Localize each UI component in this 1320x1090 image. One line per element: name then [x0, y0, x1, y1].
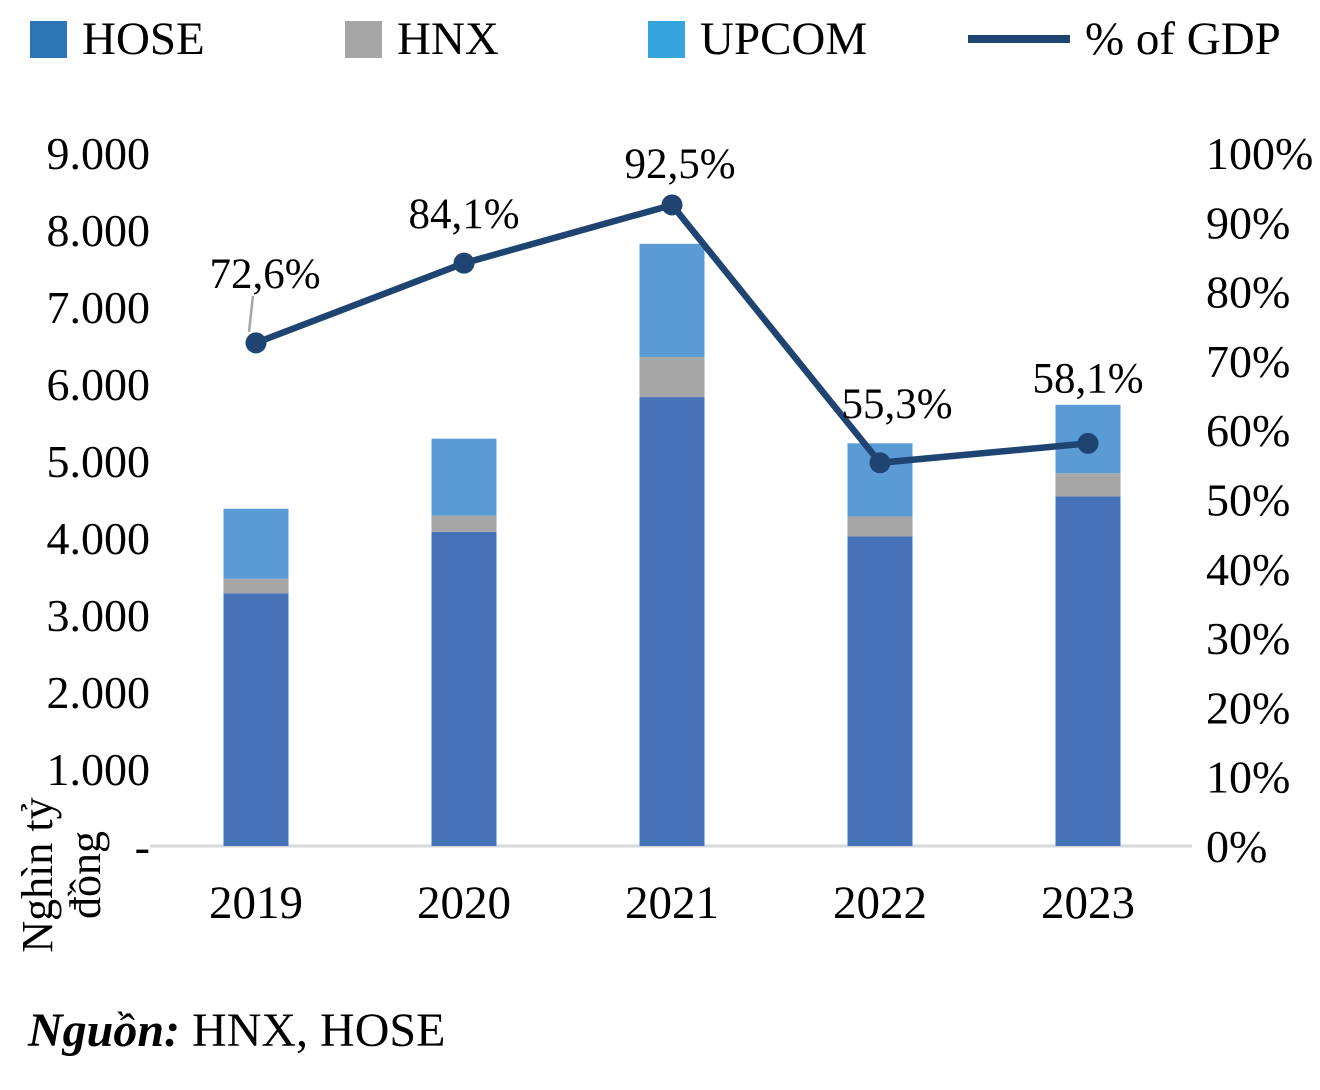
- y-axis-title-line: Nghìn tỷ: [13, 797, 62, 952]
- gdp-point-label-2023: 58,1%: [1032, 355, 1143, 402]
- bar-segment-hose-2021: [639, 397, 705, 846]
- right-axis-tick-label: 30%: [1206, 613, 1290, 664]
- gdp-point-label-2019: 72,6%: [209, 251, 320, 298]
- gdp-marker-2019: [245, 332, 267, 354]
- left-axis-tick-label: 6.000: [47, 359, 151, 410]
- bar-segment-hnx-2023: [1055, 473, 1121, 497]
- left-axis-tick-label: 2.000: [47, 667, 151, 718]
- bar-segment-hose-2019: [223, 593, 289, 846]
- right-axis-tick-label: 50%: [1206, 475, 1290, 526]
- gdp-marker-2022: [869, 452, 891, 474]
- hnx-swatch-icon: [345, 20, 382, 58]
- legend: HOSE HNX UPCOM % of GDP: [0, 8, 1320, 70]
- source-value: HNX, HOSE: [192, 1004, 446, 1057]
- right-axis-tick-label: 70%: [1206, 336, 1290, 387]
- bar-segment-upcom-2020: [431, 438, 497, 516]
- source-label: Nguồn:: [28, 1004, 181, 1057]
- bar-segment-hnx-2021: [639, 357, 705, 398]
- x-axis-label-2022: 2022: [833, 877, 927, 929]
- x-axis-label-2023: 2023: [1041, 877, 1135, 929]
- bar-segment-hnx-2019: [223, 578, 289, 594]
- bar-segment-upcom-2019: [223, 508, 289, 579]
- right-axis-tick-label: 60%: [1206, 405, 1290, 456]
- legend-label-upcom: UPCOM: [700, 12, 868, 65]
- x-axis-label-2021: 2021: [625, 877, 719, 929]
- right-axis-tick-label: 10%: [1206, 752, 1290, 803]
- gdp-marker-2020: [453, 252, 475, 274]
- legend-label-hnx: HNX: [397, 12, 499, 65]
- upcom-swatch-icon: [648, 20, 685, 58]
- right-axis-tick-label: 100%: [1206, 128, 1313, 179]
- left-axis-tick-label: 7.000: [47, 282, 151, 333]
- bar-segment-hose-2020: [431, 531, 497, 846]
- right-axis-tick-label: 20%: [1206, 682, 1290, 733]
- hose-swatch-icon: [30, 20, 67, 58]
- left-axis-tick-label: -: [135, 821, 150, 872]
- bar-segment-hose-2023: [1055, 496, 1121, 846]
- gdp-point-label-2021: 92,5%: [624, 141, 735, 188]
- right-axis-tick-label: 80%: [1206, 267, 1290, 318]
- left-axis-tick-label: 8.000: [47, 205, 151, 256]
- y-axis-title-line: đồng: [61, 831, 110, 919]
- legend-item-hose: HOSE: [30, 8, 205, 70]
- legend-label-hose: HOSE: [82, 12, 205, 65]
- gdp-line-swatch-icon: [968, 35, 1070, 43]
- right-axis-tick-label: 40%: [1206, 544, 1290, 595]
- gdp-marker-2021: [661, 194, 683, 216]
- label-leader-line: [247, 295, 255, 333]
- bar-segment-hose-2022: [847, 536, 913, 846]
- left-axis-tick-label: 5.000: [47, 436, 151, 487]
- gdp-point-label-2022: 55,3%: [841, 381, 952, 428]
- left-axis-tick-label: 4.000: [47, 513, 151, 564]
- right-axis-tick-label: 90%: [1206, 197, 1290, 248]
- gdp-point-label-2020: 84,1%: [408, 191, 519, 238]
- legend-label-gdp: % of GDP: [1085, 12, 1281, 65]
- legend-item-hnx: HNX: [345, 8, 499, 70]
- left-axis-tick-label: 3.000: [47, 590, 151, 641]
- bar-segment-upcom-2021: [639, 243, 705, 358]
- source-note: Nguồn: HNX, HOSE: [28, 1002, 445, 1060]
- x-axis-label-2019: 2019: [209, 877, 303, 929]
- legend-item-upcom: UPCOM: [648, 8, 867, 70]
- bar-segment-hnx-2022: [847, 516, 913, 537]
- left-axis-tick-label: 9.000: [47, 128, 151, 179]
- x-axis-label-2020: 2020: [417, 877, 511, 929]
- left-axis-tick-label: 1.000: [47, 744, 151, 795]
- gdp-marker-2023: [1077, 432, 1099, 454]
- right-axis-tick-label: 0%: [1206, 821, 1267, 872]
- legend-item-gdp: % of GDP: [968, 8, 1281, 70]
- bar-segment-hnx-2020: [431, 515, 497, 532]
